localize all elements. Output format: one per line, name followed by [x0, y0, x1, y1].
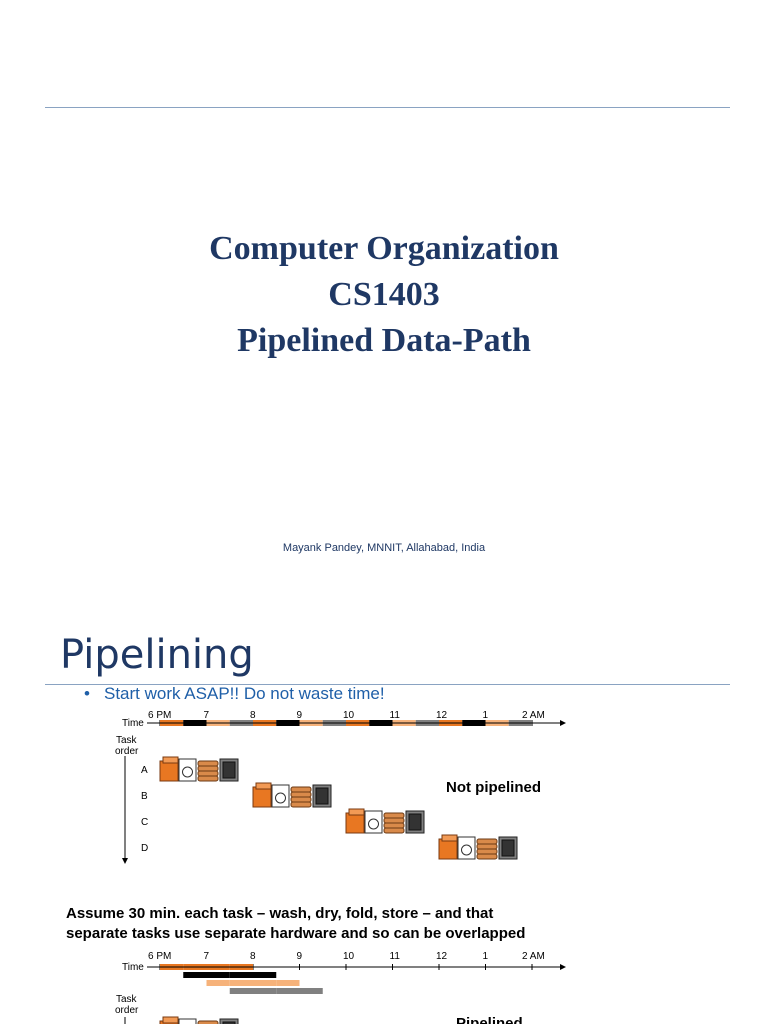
- not-pipelined-label: Not pipelined: [446, 779, 541, 796]
- task-label: A: [141, 765, 148, 776]
- time-tick-label: 7: [204, 951, 210, 962]
- pipelining-slide: Pipelining • Start work ASAP!! Do not wa…: [0, 600, 768, 1024]
- page-title: Pipelining: [60, 632, 254, 678]
- washer-icon: [345, 808, 365, 834]
- time-tick-label: 7: [204, 710, 210, 721]
- time-tick-label: 2 AM: [522, 951, 545, 962]
- pipelined-label: Pipelined: [456, 1015, 523, 1024]
- assumption-line-1: Assume 30 min. each task – wash, dry, fo…: [66, 905, 494, 922]
- title-divider: [45, 684, 730, 685]
- time-tick-label: 10: [343, 710, 355, 721]
- title-slide: Computer Organization CS1403 Pipelined D…: [0, 107, 768, 554]
- closet-icon: [312, 784, 332, 808]
- pipeline-stage-bar-fold: [229, 980, 253, 986]
- washer-icon: [252, 782, 272, 808]
- time-tick-label: 2 AM: [522, 710, 545, 721]
- washer-icon: [438, 834, 458, 860]
- time-tick-label: 10: [343, 951, 355, 962]
- assumption-text: Assume 30 min. each task – wash, dry, fo…: [66, 904, 686, 944]
- pipeline-stage-bar-dry: [253, 972, 277, 978]
- task-label: B: [141, 791, 148, 802]
- not-pipelined-diagram: Time Task order 6 PM 7 8 9 10 11 12 1 2 AM ABCD …: [115, 710, 566, 864]
- task-order-label-2a: Task: [116, 994, 138, 1005]
- task-order-label-2b: order: [115, 1005, 139, 1016]
- time-label: Time: [122, 718, 144, 729]
- assumption-line-2: separate tasks use separate hardware and…: [66, 925, 526, 942]
- time-label-2: Time: [122, 962, 144, 973]
- pipeline-stage-bar-store: [229, 988, 253, 994]
- dryer-icon: [364, 810, 383, 834]
- pipeline-stage-bar-fold: [206, 980, 230, 986]
- closet-icon: [405, 810, 425, 834]
- washer-icon: [159, 1016, 179, 1024]
- slide-title: Computer Organization CS1403 Pipelined D…: [0, 226, 768, 364]
- time-tick-label: 12: [436, 951, 448, 962]
- time-tick-label: 8: [250, 951, 256, 962]
- time-tick-label: 6 PM: [148, 951, 171, 962]
- closet-icon: [219, 1018, 239, 1024]
- time-tick-label: 1: [483, 951, 489, 962]
- time-tick-label: 9: [297, 951, 303, 962]
- time-axis-arrow-2: [560, 964, 566, 970]
- slide-header-divider: [45, 107, 730, 108]
- folded-clothes-icon: [476, 838, 498, 860]
- author-line: Mayank Pandey, MNNIT, Allahabad, India: [282, 542, 486, 554]
- dryer-icon: [271, 784, 290, 808]
- pipeline-stage-bar-store: [276, 988, 300, 994]
- time-tick-label: 12: [436, 710, 448, 721]
- task-order-arrow: [122, 858, 128, 864]
- bullet-dot: •: [84, 684, 90, 703]
- closet-icon: [498, 836, 518, 860]
- dryer-icon: [178, 758, 197, 782]
- pipeline-stage-bar-dry: [206, 972, 230, 978]
- pipeline-stage-bar-fold: [253, 980, 277, 986]
- time-tick-label: 6 PM: [148, 710, 171, 721]
- washer-icon: [159, 756, 179, 782]
- pipeline-stage-bar-dry: [183, 972, 207, 978]
- time-tick-label: 8: [250, 710, 256, 721]
- closet-icon: [219, 758, 239, 782]
- pipeline-stage-bar-dry: [229, 972, 253, 978]
- bullet-item: • Start work ASAP!! Do not waste time!: [84, 684, 385, 704]
- task-order-label-1: Task: [116, 735, 138, 746]
- pipeline-stage-bar-fold: [276, 980, 300, 986]
- time-tick-label: 11: [390, 710, 401, 721]
- folded-clothes-icon: [290, 786, 312, 808]
- time-tick-label: 11: [390, 951, 401, 962]
- pipeline-stage-bar-store: [253, 988, 277, 994]
- time-axis-arrow: [560, 720, 566, 726]
- pipeline-stage-bar-store: [299, 988, 323, 994]
- task-order-label-2: order: [115, 746, 139, 757]
- time-tick-label: 1: [483, 710, 489, 721]
- bullet-text: Start work ASAP!! Do not waste time!: [104, 684, 385, 703]
- title-line-3: Pipelined Data-Path: [237, 322, 531, 359]
- task-label: C: [141, 817, 148, 828]
- title-line-2: CS1403: [328, 276, 440, 313]
- time-tick-label: 9: [297, 710, 303, 721]
- folded-clothes-icon: [197, 760, 219, 782]
- folded-clothes-icon: [383, 812, 405, 834]
- dryer-icon: [178, 1018, 197, 1024]
- title-line-1: Computer Organization: [209, 230, 559, 267]
- task-label: D: [141, 843, 148, 854]
- pipelined-diagram: Time Task order 6 PM 7 8 9 10 11 12 1 2 AM Pipel…: [115, 951, 566, 1024]
- dryer-icon: [457, 836, 476, 860]
